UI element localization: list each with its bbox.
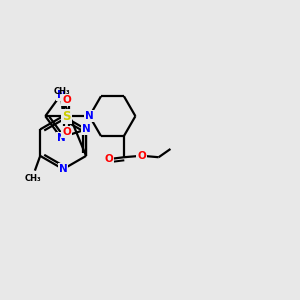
Text: O: O <box>62 95 71 105</box>
Text: N: N <box>56 133 65 142</box>
Text: CH₃: CH₃ <box>53 87 70 96</box>
Text: O: O <box>137 151 146 161</box>
Text: N: N <box>85 111 94 121</box>
Text: N: N <box>56 90 65 100</box>
Text: N: N <box>82 124 91 134</box>
Text: O: O <box>62 127 71 137</box>
Text: N: N <box>59 164 68 174</box>
Text: O: O <box>104 154 113 164</box>
Text: S: S <box>62 110 71 123</box>
Text: CH₃: CH₃ <box>25 174 42 183</box>
